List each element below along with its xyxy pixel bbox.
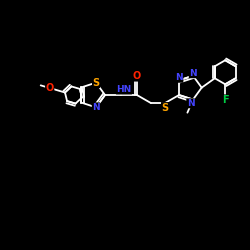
Text: S: S — [92, 78, 100, 88]
Text: S: S — [162, 102, 168, 113]
Text: O: O — [46, 83, 54, 93]
Text: N: N — [175, 73, 183, 82]
Text: HN: HN — [116, 85, 132, 94]
Text: O: O — [133, 71, 141, 81]
Text: F: F — [222, 95, 228, 105]
Text: N: N — [92, 103, 100, 112]
Text: N: N — [189, 69, 197, 78]
Text: N: N — [187, 99, 194, 108]
